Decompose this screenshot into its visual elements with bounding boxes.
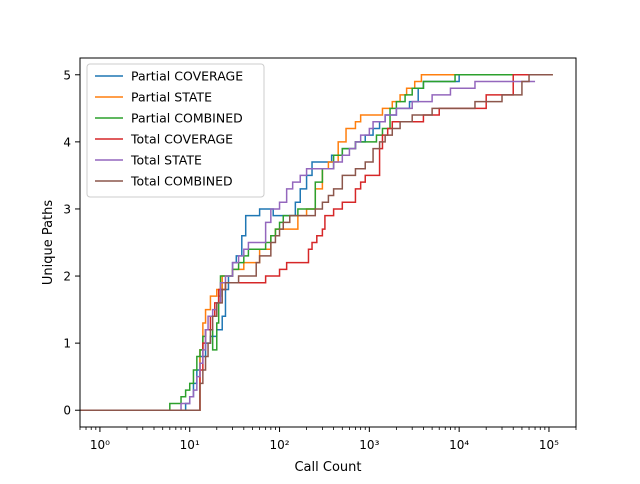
y-tick-label: 3 — [63, 202, 71, 216]
x-tick-label: 10⁰ — [90, 438, 110, 452]
axes-frame — [79, 57, 577, 428]
legend-label: Total COMBINED — [130, 174, 233, 189]
y-axis-label: Unique Paths — [41, 200, 56, 286]
y-tick-label: 5 — [63, 68, 71, 82]
legend-label: Partial COMBINED — [131, 111, 243, 126]
legend-label: Partial STATE — [131, 90, 212, 105]
legend: Partial COVERAGE Partial STATE Partial COM… — [86, 63, 265, 198]
series-line-2 — [80, 74, 553, 411]
series-line-4 — [80, 80, 536, 411]
x-tick-label: 10¹ — [180, 438, 200, 452]
axis-ticks: 10⁰ 10¹ 10² 10³ 10⁴ 10⁵ 0 1 2 3 4 5 — [63, 68, 577, 452]
x-axis-label: Call Count — [294, 460, 361, 475]
y-tick-label: 2 — [63, 270, 71, 284]
legend-label: Total STATE — [130, 153, 202, 168]
x-tick-label: 10⁴ — [449, 438, 469, 452]
y-tick-label: 1 — [63, 337, 71, 351]
x-tick-label: 10³ — [359, 438, 379, 452]
series-line-5 — [80, 74, 553, 411]
legend-label: Total COVERAGE — [130, 132, 233, 147]
legend-label: Partial COVERAGE — [131, 69, 243, 84]
series-lines — [80, 74, 553, 411]
x-tick-label: 10⁵ — [539, 438, 559, 452]
x-tick-label: 10² — [269, 438, 289, 452]
legend-box — [86, 63, 265, 198]
y-tick-label: 0 — [63, 404, 71, 418]
y-tick-label: 4 — [63, 135, 71, 149]
